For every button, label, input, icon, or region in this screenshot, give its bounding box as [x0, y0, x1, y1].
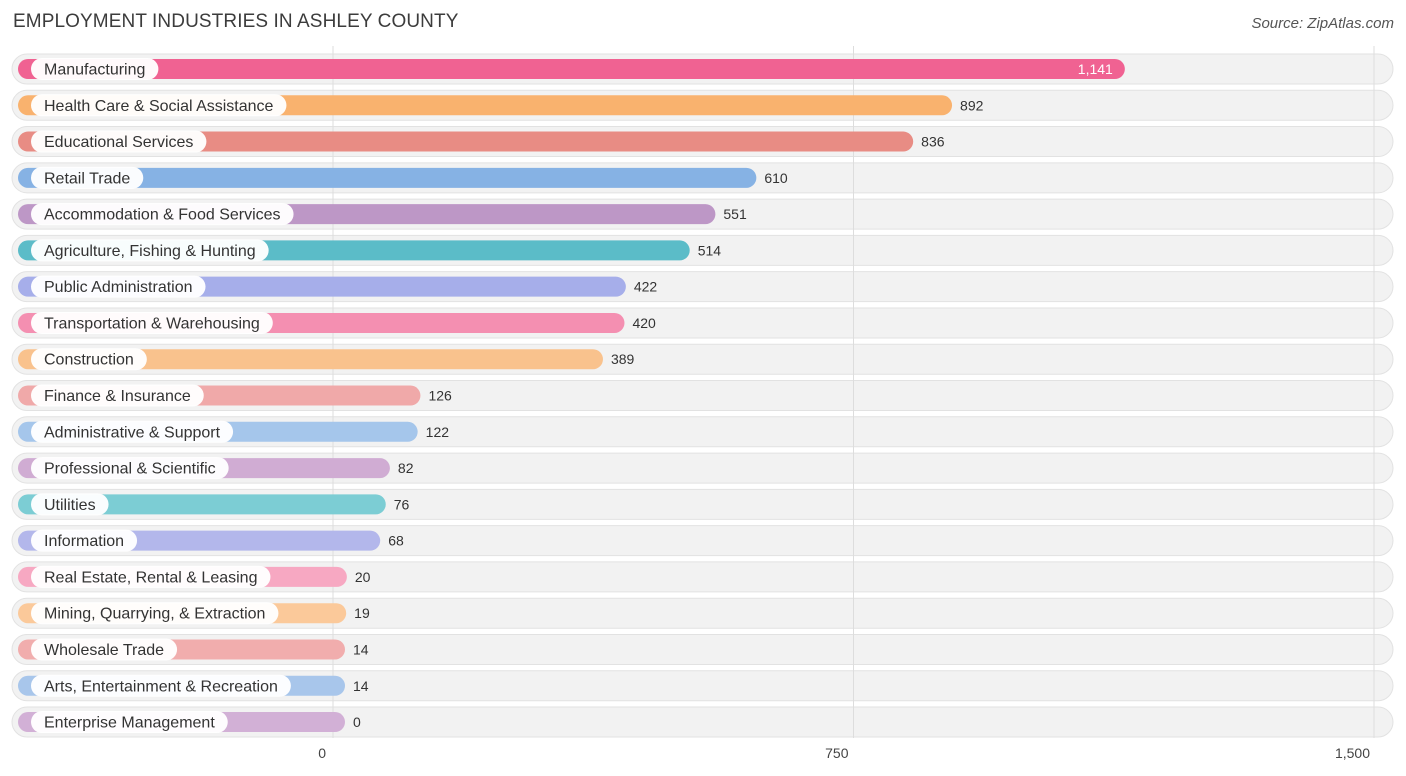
- bar-label-pill: [31, 348, 147, 371]
- value-label: 19: [354, 605, 370, 621]
- bar-label: Accommodation & Food Services: [44, 207, 281, 224]
- bar-label-pill: [31, 493, 109, 516]
- bar-label-pill: [31, 384, 204, 407]
- bar-label: Administrative & Support: [44, 424, 221, 441]
- value-label: 20: [355, 569, 371, 585]
- chart-title: EMPLOYMENT INDUSTRIES IN ASHLEY COUNTY: [13, 11, 459, 32]
- value-label: 389: [611, 351, 635, 367]
- x-tick-label: 0: [318, 745, 326, 761]
- value-label: 14: [353, 641, 369, 657]
- bar-label-pill: [31, 166, 144, 189]
- bar-label-pill: [31, 203, 294, 226]
- bar: [18, 131, 914, 152]
- value-label: 126: [428, 388, 452, 404]
- source-note: Source: ZipAtlas.com: [1251, 15, 1394, 32]
- value-label: 68: [388, 533, 404, 549]
- row-track: [11, 706, 1394, 738]
- value-label: 1,141: [1078, 61, 1113, 77]
- value-label: 14: [353, 678, 369, 694]
- bar-label: Public Administration: [44, 279, 193, 296]
- value-label: 836: [921, 134, 945, 150]
- bar-label-pill: [31, 239, 269, 262]
- bar-label: Agriculture, Fishing & Hunting: [44, 243, 256, 260]
- bar-label: Construction: [44, 352, 134, 369]
- bar-label: Health Care & Social Assistance: [44, 98, 274, 115]
- bar: [18, 167, 757, 188]
- value-label: 551: [723, 206, 747, 222]
- bar-label-pill: [31, 420, 234, 443]
- bar-label-pill: [31, 674, 291, 697]
- row-track: [11, 633, 1394, 665]
- bar-label: Wholesale Trade: [44, 642, 164, 659]
- value-label: 420: [632, 315, 656, 331]
- x-tick-label: 750: [825, 745, 849, 761]
- row-track: [11, 597, 1394, 629]
- value-label: 514: [698, 242, 722, 258]
- bar-label-pill: [31, 565, 271, 588]
- bar: [18, 349, 603, 370]
- bar-label: Retail Trade: [44, 170, 130, 187]
- bar-label: Arts, Entertainment & Recreation: [44, 678, 278, 695]
- bar-label-pill: [31, 130, 207, 153]
- bar: [18, 59, 1125, 79]
- value-label: 892: [960, 97, 984, 113]
- value-label: 422: [634, 279, 658, 295]
- bar-label-pill: [31, 638, 178, 661]
- bar-label-pill: [31, 457, 229, 480]
- bar-label: Finance & Insurance: [44, 388, 191, 405]
- bar-label: Real Estate, Rental & Leasing: [44, 569, 257, 586]
- bar: [18, 494, 386, 515]
- value-label: 610: [764, 170, 788, 186]
- bar-label: Educational Services: [44, 134, 193, 151]
- bar-label: Transportation & Warehousing: [44, 315, 260, 332]
- value-label: 0: [353, 714, 361, 730]
- bar-label-pill: [31, 58, 159, 80]
- bar-label: Professional & Scientific: [44, 461, 216, 478]
- bar-label-pill: [31, 711, 228, 734]
- row-track: [11, 561, 1394, 593]
- bar-label: Utilities: [44, 497, 96, 514]
- bar-label-pill: [31, 275, 206, 298]
- x-tick-label: 1,500: [1335, 745, 1370, 761]
- bar-label-pill: [31, 311, 273, 334]
- row-track: [11, 670, 1394, 702]
- bar-label: Manufacturing: [44, 62, 145, 79]
- bar-label-pill: [31, 529, 138, 552]
- value-label: 76: [394, 496, 410, 512]
- value-label: 82: [398, 460, 414, 476]
- bar-label: Information: [44, 533, 124, 550]
- bar-label: Enterprise Management: [44, 715, 215, 732]
- bar-label-pill: [31, 602, 279, 625]
- value-label: 122: [426, 424, 450, 440]
- bar-label: Mining, Quarrying, & Extraction: [44, 606, 265, 623]
- bar-label-pill: [31, 94, 287, 117]
